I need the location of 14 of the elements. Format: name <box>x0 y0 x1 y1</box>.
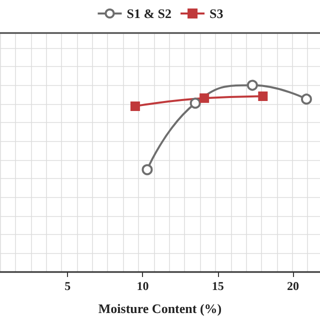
point <box>200 93 210 103</box>
point <box>258 92 268 102</box>
x-tick-label: 20 <box>286 279 299 293</box>
legend-label: S1 & S2 <box>126 6 172 21</box>
x-tick-label: 10 <box>136 279 149 293</box>
point <box>130 101 140 111</box>
x-axis-title: Moisture Content (%) <box>98 301 222 316</box>
x-tick-label: 15 <box>212 279 224 293</box>
legend-label: S3 <box>210 6 224 21</box>
point <box>190 98 201 109</box>
point <box>142 164 153 176</box>
point <box>246 80 258 91</box>
x-tick-label: 5 <box>64 279 71 293</box>
point <box>300 94 312 105</box>
